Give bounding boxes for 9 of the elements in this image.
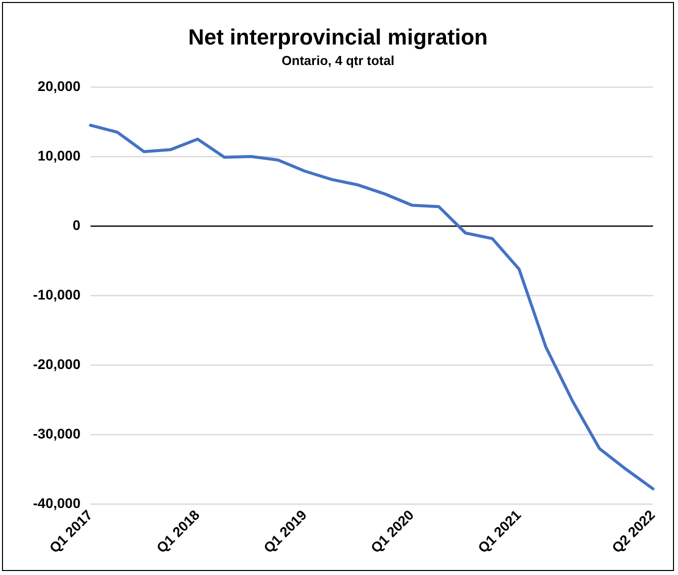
- y-tick-label: -30,000: [33, 425, 81, 442]
- chart-title: Net interprovincial migration: [188, 24, 488, 50]
- y-tick-label: 0: [72, 216, 81, 233]
- chart-subtitle: Ontario, 4 qtr total: [282, 52, 394, 68]
- y-tick-label: 10,000: [38, 147, 81, 164]
- y-tick-label: 20,000: [38, 78, 81, 94]
- y-tick-label: -40,000: [33, 495, 81, 511]
- y-tick-label: -10,000: [33, 286, 81, 302]
- y-tick-label: -20,000: [33, 356, 81, 372]
